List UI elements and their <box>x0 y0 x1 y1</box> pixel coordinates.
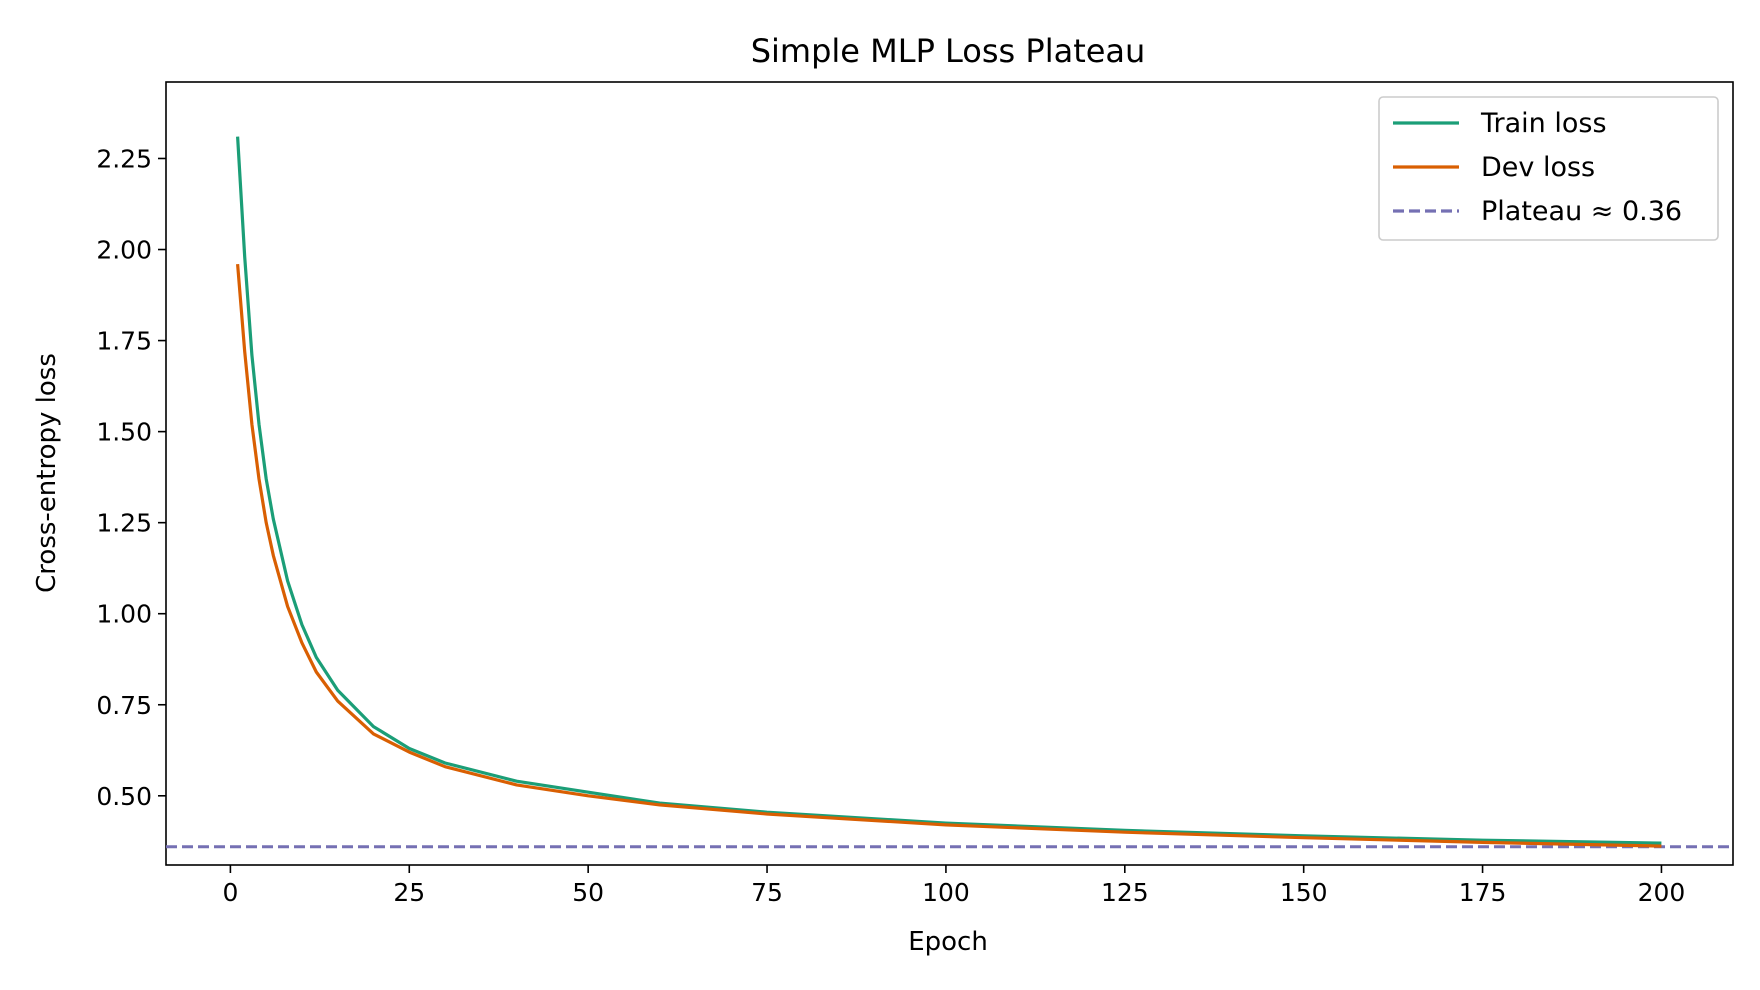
y-tick-label: 1.50 <box>96 418 152 447</box>
legend-label: Dev loss <box>1481 152 1595 183</box>
y-tick-label: 2.00 <box>96 236 152 265</box>
y-tick-label: 0.75 <box>96 691 152 720</box>
x-tick-label: 175 <box>1459 878 1507 907</box>
legend-label: Train loss <box>1480 108 1607 139</box>
y-axis-label: Cross-entropy loss <box>32 353 62 593</box>
dev-loss-line <box>236 263 1662 848</box>
x-axis-label: Epoch <box>908 927 988 957</box>
x-tick-label: 200 <box>1638 878 1686 907</box>
legend-box <box>1378 96 1719 241</box>
y-axis-ticks: 0.50 0.75 1.00 1.25 1.50 1.75 2.00 2.25 <box>96 144 166 811</box>
plot-area-frame <box>165 81 1734 866</box>
x-tick-label: 50 <box>572 878 604 907</box>
series-lines <box>236 136 1662 848</box>
x-tick-label: 100 <box>922 878 970 907</box>
x-tick-label: 0 <box>222 878 238 907</box>
x-axis-ticks: 0 25 50 75 100 125 150 175 200 <box>222 865 1685 907</box>
x-tick-label: 75 <box>751 878 783 907</box>
y-tick-label: 1.00 <box>96 600 152 629</box>
y-tick-label: 0.50 <box>96 782 152 811</box>
y-tick-label: 1.75 <box>96 327 152 356</box>
x-tick-label: 25 <box>393 878 425 907</box>
y-tick-label: 2.25 <box>96 144 152 173</box>
x-tick-label: 150 <box>1280 878 1328 907</box>
legend: Train loss Dev loss Plateau ≈ 0.36 <box>1378 96 1719 241</box>
x-tick-label: 125 <box>1101 878 1149 907</box>
y-tick-label: 1.25 <box>96 509 152 538</box>
legend-label: Plateau ≈ 0.36 <box>1481 196 1682 227</box>
chart-title: Simple MLP Loss Plateau <box>751 32 1146 70</box>
train-loss-line <box>236 136 1662 845</box>
